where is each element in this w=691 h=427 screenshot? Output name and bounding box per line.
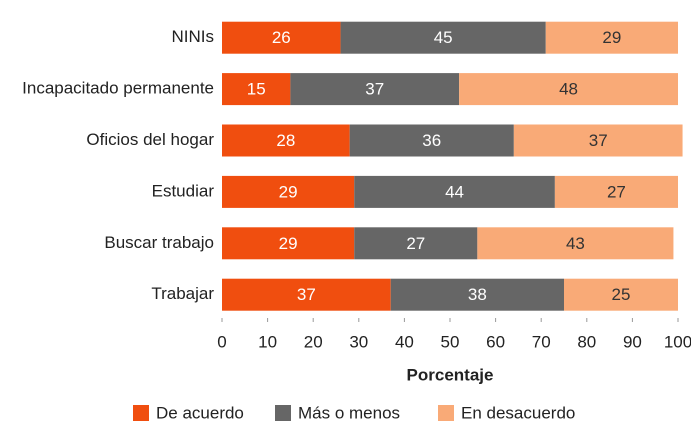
data-label: 29 [279, 234, 298, 253]
data-label: 28 [276, 131, 295, 150]
bar-segment [564, 278, 678, 311]
legend-swatch [275, 405, 291, 421]
y-tick-label: Buscar trabajo [104, 233, 214, 252]
y-tick-label: Estudiar [152, 181, 215, 200]
data-label: 29 [602, 28, 621, 47]
data-label: 37 [297, 285, 316, 304]
data-label: 43 [566, 234, 585, 253]
data-label: 29 [279, 182, 298, 201]
x-tick-label: 80 [577, 332, 596, 351]
legend-label: Más o menos [298, 403, 400, 422]
x-tick-label: 90 [623, 332, 642, 351]
y-tick-label: Trabajar [151, 284, 214, 303]
bar-segment [459, 73, 678, 106]
data-label: 25 [612, 285, 631, 304]
bar-segment [222, 175, 355, 208]
bar-segment [477, 227, 674, 260]
x-tick-label: 0 [217, 332, 226, 351]
y-tick-label: Oficios del hogar [86, 130, 214, 149]
bar-segment [349, 124, 514, 157]
bar-segment [340, 21, 546, 54]
data-label: 44 [445, 182, 464, 201]
x-tick-label: 40 [395, 332, 414, 351]
bar-segment [222, 21, 341, 54]
x-tick-label: 50 [441, 332, 460, 351]
data-label: 26 [272, 28, 291, 47]
x-tick-label: 20 [304, 332, 323, 351]
data-label: 27 [406, 234, 425, 253]
bar-segment [222, 278, 391, 311]
legend-swatch [438, 405, 454, 421]
data-label: 48 [559, 80, 578, 99]
bar-segment [354, 175, 555, 208]
y-tick-label: Incapacitado permanente [22, 79, 214, 98]
x-tick-label: 70 [532, 332, 551, 351]
data-label: 15 [247, 80, 266, 99]
legend-swatch [133, 405, 149, 421]
bar-segment [222, 73, 291, 106]
y-tick-label: NINIs [172, 27, 215, 46]
bar-segment [290, 73, 460, 106]
x-tick-label: 100 [664, 332, 691, 351]
data-label: 36 [422, 131, 441, 150]
data-label: 38 [468, 285, 487, 304]
bar-segment [513, 124, 683, 157]
x-tick-label: 10 [258, 332, 277, 351]
data-label: 37 [365, 80, 384, 99]
legend-label: En desacuerdo [461, 403, 575, 422]
bar-segment [222, 124, 350, 157]
data-label: 27 [607, 182, 626, 201]
bar-segment [545, 21, 678, 54]
bar-segment [390, 278, 564, 311]
bar-segment [354, 227, 478, 260]
bar-segment [222, 227, 355, 260]
x-axis-title: Porcentaje [407, 365, 494, 384]
bar-segment [554, 175, 678, 208]
data-label: 45 [434, 28, 453, 47]
data-label: 37 [589, 131, 608, 150]
legend-label: De acuerdo [156, 403, 244, 422]
x-tick-label: 30 [349, 332, 368, 351]
x-tick-label: 60 [486, 332, 505, 351]
